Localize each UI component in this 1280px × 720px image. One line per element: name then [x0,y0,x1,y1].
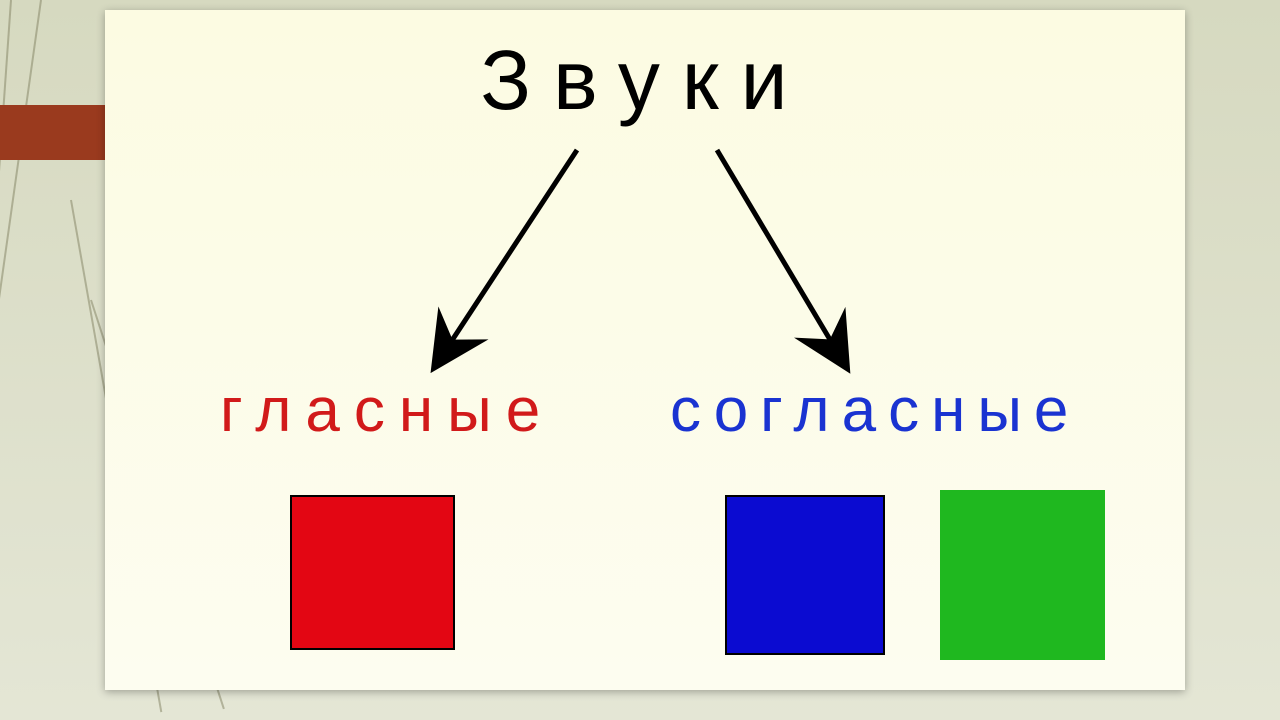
label-consonants: согласные [670,375,1080,446]
content-card: Звуки гласные согласные [105,10,1185,690]
square-red [290,495,455,650]
label-vowels: гласные [220,375,554,446]
arrow-left [447,150,577,348]
square-green [940,490,1105,660]
diagram-title: Звуки [105,32,1185,129]
arrow-right [717,150,835,348]
accent-bar [0,105,105,160]
square-blue [725,495,885,655]
slide-page: Звуки гласные согласные [0,0,1280,720]
